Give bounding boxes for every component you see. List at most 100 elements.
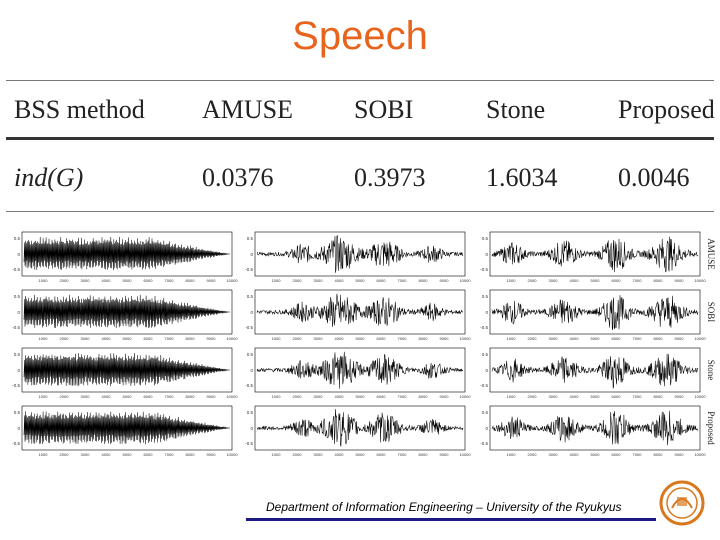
x-tick-label: 10000 (459, 452, 471, 457)
waveform-panel-r4-c3: 0.5 0 -0.5 1000 2000 3000 4000 5000 6000 7000 8000… (480, 405, 706, 457)
x-tick-label: 2000 (293, 278, 303, 283)
y-tick-label: 0 (17, 426, 20, 431)
slide-title: Speech (292, 14, 428, 58)
speech-waveform (256, 293, 464, 328)
waveform-panel-r2-c1: 0.5 0 -0.5 1000 2000 3000 4000 5000 6000 7000 8000… (12, 289, 238, 341)
y-tick-label: 0 (485, 426, 488, 431)
panel-frame (21, 231, 233, 277)
x-tick-label: 10000 (459, 336, 471, 341)
waveform-panel-r3-c1: 0.5 0 -0.5 1000 2000 3000 4000 5000 6000 7000 8000… (12, 347, 238, 399)
x-tick-label: 9000 (207, 452, 217, 457)
waveform-panel-r3-c2: 0.5 0 -0.5 1000 2000 3000 4000 5000 6000 7000 8000… (245, 347, 471, 399)
x-tick-label: 4000 (102, 336, 112, 341)
speech-waveform (491, 295, 699, 331)
y-tick-label: 0.5 (247, 410, 254, 415)
x-tick-label: 5000 (591, 278, 601, 283)
row-label-stone: Stone (706, 360, 716, 381)
header-amuse: AMUSE (202, 95, 294, 124)
y-tick-label: 0.5 (482, 352, 489, 357)
x-tick-label: 8000 (186, 278, 196, 283)
x-tick-label: 2000 (293, 336, 303, 341)
y-tick-label: -0.5 (245, 383, 253, 388)
x-tick-label: 2000 (528, 394, 538, 399)
y-tick-label: 0.5 (247, 352, 254, 357)
speech-waveform (491, 353, 699, 389)
x-tick-label: 6000 (144, 452, 154, 457)
table-bottom-rule (6, 211, 714, 212)
x-tick-label: 5000 (123, 394, 133, 399)
x-tick-label: 3000 (314, 452, 324, 457)
x-tick-label: 4000 (570, 452, 580, 457)
value-sobi: 0.3973 (354, 163, 426, 192)
x-tick-label: 9000 (675, 394, 685, 399)
x-tick-label: 9000 (440, 394, 450, 399)
speech-waveform (491, 236, 699, 273)
speech-waveform (256, 351, 464, 389)
x-tick-label: 3000 (314, 394, 324, 399)
x-tick-label: 2000 (60, 278, 70, 283)
y-tick-label: -0.5 (12, 325, 20, 330)
panel-frame (21, 289, 233, 335)
x-tick-label: 1000 (39, 394, 49, 399)
table-top-rule (6, 80, 714, 81)
x-tick-label: 6000 (377, 452, 387, 457)
y-tick-label: -0.5 (480, 383, 488, 388)
x-tick-label: 2000 (528, 278, 538, 283)
row-label-proposed: Proposed (706, 411, 716, 445)
x-tick-label: 5000 (591, 394, 601, 399)
speech-waveform (23, 352, 230, 387)
panel-frame (254, 347, 466, 393)
x-tick-label: 1000 (507, 452, 517, 457)
x-tick-label: 1000 (39, 336, 49, 341)
x-tick-label: 8000 (419, 278, 429, 283)
value-stone: 1.6034 (486, 163, 558, 192)
x-tick-label: 7000 (633, 336, 643, 341)
speech-waveform (23, 411, 230, 445)
x-tick-label: 6000 (144, 394, 154, 399)
x-tick-label: 6000 (612, 336, 622, 341)
x-tick-label: 7000 (165, 278, 175, 283)
y-tick-label: -0.5 (12, 267, 20, 272)
x-tick-label: 4000 (570, 278, 580, 283)
value-proposed: 0.0046 (618, 163, 690, 192)
x-tick-label: 6000 (377, 278, 387, 283)
y-tick-label: 0 (250, 252, 253, 257)
x-tick-label: 4000 (335, 452, 345, 457)
x-tick-label: 3000 (549, 452, 559, 457)
footer-rule (246, 518, 656, 521)
x-tick-label: 7000 (633, 394, 643, 399)
table-header-rule (6, 137, 714, 140)
x-tick-label: 8000 (654, 452, 664, 457)
waveform-panel-r2-c3: 0.5 0 -0.5 1000 2000 3000 4000 5000 6000 7000 8000… (480, 289, 706, 341)
y-tick-label: 0 (17, 368, 20, 373)
x-tick-label: 2000 (293, 394, 303, 399)
y-tick-label: -0.5 (480, 325, 488, 330)
x-tick-label: 1000 (39, 452, 49, 457)
x-tick-label: 2000 (60, 394, 70, 399)
y-tick-label: 0.5 (482, 294, 489, 299)
x-tick-label: 5000 (591, 452, 601, 457)
x-tick-label: 4000 (102, 452, 112, 457)
x-tick-label: 10000 (694, 452, 706, 457)
x-tick-label: 6000 (144, 278, 154, 283)
x-tick-label: 9000 (675, 278, 685, 283)
x-tick-label: 3000 (549, 336, 559, 341)
y-tick-label: 0 (485, 368, 488, 373)
y-tick-label: 0.5 (14, 410, 21, 415)
speech-waveform (256, 409, 464, 447)
x-tick-label: 8000 (419, 452, 429, 457)
x-tick-label: 8000 (186, 336, 196, 341)
x-tick-label: 2000 (293, 452, 303, 457)
waveform-panel-r2-c2: 0.5 0 -0.5 1000 2000 3000 4000 5000 6000 7000 8000… (245, 289, 471, 341)
header-proposed: Proposed (618, 95, 715, 124)
x-tick-label: 8000 (419, 394, 429, 399)
x-tick-label: 9000 (440, 278, 450, 283)
x-tick-label: 7000 (398, 394, 408, 399)
waveform-figure: 0.5 0 -0.5 1000 2000 3000 4000 5000 6000 7000 8000… (12, 231, 716, 457)
x-tick-label: 10000 (694, 278, 706, 283)
x-tick-label: 10000 (694, 394, 706, 399)
x-tick-label: 5000 (356, 394, 366, 399)
y-tick-label: -0.5 (480, 267, 488, 272)
x-tick-label: 8000 (654, 394, 664, 399)
speech-waveform (23, 294, 230, 329)
